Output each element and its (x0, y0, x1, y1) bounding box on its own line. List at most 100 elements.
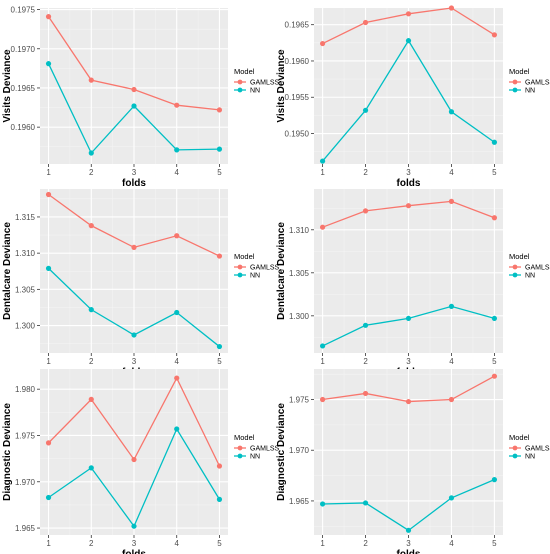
data-point-gamlss (491, 215, 498, 221)
y-tick-label: 0.1955 (285, 93, 310, 102)
legend-key-point (512, 453, 518, 459)
data-point-gamlss (362, 208, 369, 214)
legend-key-point (237, 79, 243, 85)
y-tick-label: 0.1975 (11, 6, 36, 15)
x-axis-title: folds (397, 178, 421, 189)
x-tick-label: 1 (46, 357, 51, 366)
y-tick-label: 1.305 (15, 285, 36, 294)
data-point-gamlss (448, 5, 455, 11)
legend-label: NN (525, 88, 535, 95)
x-tick-label: 3 (132, 357, 137, 366)
legend-title: Model (234, 67, 255, 76)
x-tick-label: 3 (406, 539, 411, 548)
data-point-nn (319, 501, 326, 507)
legend-label: GAMLSS (250, 265, 280, 272)
y-tick-label: 1.315 (15, 213, 36, 222)
data-point-gamlss (491, 32, 498, 38)
chart-6: 1 2 3 4 5 1.965 1.970 1.975 folds Diagnostic Devi… (276, 369, 550, 554)
legend-key-point (512, 79, 518, 85)
data-point-gamlss (448, 198, 455, 204)
x-tick-label: 4 (449, 168, 454, 177)
data-point-nn (216, 343, 223, 350)
x-tick-label: 3 (132, 539, 137, 548)
data-point-gamlss (319, 224, 326, 230)
y-tick-label: 0.1965 (285, 21, 310, 30)
legend-title: Model (509, 433, 530, 442)
chart-3: 123451.3001.3051.3101.315foldsDentalcare… (2, 189, 280, 378)
x-tick-label: 4 (175, 357, 180, 366)
data-point-nn (174, 309, 180, 316)
x-tick-label: 5 (217, 168, 222, 177)
x-axis-title: folds (122, 549, 146, 554)
x-axis-title: folds (122, 178, 146, 189)
x-tick-label: 3 (406, 357, 411, 366)
x-tick-label: 4 (449, 539, 454, 548)
legend-key-point (512, 264, 518, 270)
y-tick-label: 1.310 (15, 249, 36, 258)
data-point-nn (448, 109, 455, 115)
x-tick-label: 4 (449, 357, 454, 366)
y-tick-label: 1.970 (15, 478, 36, 487)
data-point-nn (216, 146, 223, 152)
data-point-nn (174, 147, 180, 153)
data-point-gamlss (405, 398, 412, 405)
y-tick-label: 0.1960 (11, 123, 36, 132)
y-axis-title: Diagnostic Deviance (2, 403, 13, 501)
y-tick-label: 1.300 (15, 322, 36, 331)
legend-title: Model (509, 252, 530, 261)
data-point-nn (362, 107, 369, 113)
legend-title: Model (509, 67, 530, 76)
data-point-gamlss (45, 14, 52, 20)
x-tick-label: 4 (175, 168, 180, 177)
x-tick-label: 3 (132, 168, 137, 177)
data-point-nn (319, 343, 326, 349)
data-point-gamlss (362, 390, 369, 397)
legend-label: NN (525, 454, 535, 461)
data-point-gamlss (216, 107, 223, 113)
data-point-nn (405, 527, 412, 533)
legend-title: Model (234, 433, 255, 442)
data-point-nn (491, 139, 498, 145)
data-point-nn (131, 523, 137, 529)
data-point-nn (491, 477, 498, 483)
data-point-nn (405, 315, 412, 322)
legend-label: NN (250, 88, 260, 95)
data-point-nn (362, 500, 369, 506)
legend-key-point (237, 87, 243, 93)
data-point-gamlss (319, 40, 326, 47)
y-axis-title: Dentalcare Deviance (276, 222, 287, 320)
x-tick-label: 5 (492, 357, 497, 366)
y-tick-label: 1.970 (289, 446, 310, 455)
y-axis-title: Visits Deviance (2, 49, 13, 123)
data-point-gamlss (448, 396, 455, 403)
x-tick-label: 1 (46, 539, 51, 548)
x-tick-label: 1 (320, 357, 325, 366)
data-point-gamlss (174, 102, 180, 108)
y-tick-label: 1.965 (289, 497, 310, 506)
data-point-nn (131, 103, 137, 109)
x-tick-label: 2 (363, 357, 368, 366)
legend-label: GAMLSS (525, 265, 550, 272)
legend-label: NN (250, 454, 260, 461)
x-tick-label: 1 (320, 539, 325, 548)
legend-key-point (237, 453, 243, 459)
legend-key-point (512, 445, 518, 451)
data-point-gamlss (88, 77, 94, 83)
legend-label: GAMLSS (525, 446, 550, 453)
data-point-gamlss (131, 244, 137, 250)
data-point-gamlss (216, 253, 223, 259)
y-axis-title: Visits Deviance (276, 49, 287, 123)
chart-1: 1 2 3 4 5 0.1960 0.1965 0.1970 0.1975 folds Visits… (2, 6, 280, 189)
x-tick-label: 5 (492, 168, 497, 177)
y-tick-label: 1.980 (15, 385, 36, 394)
data-point-nn (216, 496, 223, 502)
y-tick-label: 1.975 (289, 396, 310, 405)
x-tick-label: 4 (175, 539, 180, 548)
data-point-nn (45, 494, 52, 501)
data-point-gamlss (45, 440, 52, 446)
x-tick-label: 1 (46, 168, 51, 177)
legend-label: GAMLSS (250, 80, 280, 87)
data-point-gamlss (405, 203, 412, 209)
data-point-gamlss (45, 191, 52, 198)
